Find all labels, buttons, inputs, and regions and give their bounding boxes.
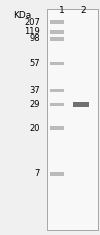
Text: 29: 29 [30,100,40,109]
Text: 7: 7 [35,169,40,178]
Text: 1: 1 [59,6,65,15]
Bar [50,172,64,176]
Bar [72,102,88,107]
Bar [50,62,64,65]
Text: 37: 37 [29,86,40,95]
Text: 207: 207 [24,18,40,27]
Text: 2: 2 [80,6,86,15]
Bar [47,9,98,230]
Text: 98: 98 [29,34,40,43]
Text: 119: 119 [24,27,40,36]
Bar [50,126,64,130]
Bar [50,37,64,41]
Bar [50,103,64,106]
Text: 20: 20 [30,124,40,133]
Bar [50,20,64,24]
Text: KDa: KDa [13,11,31,20]
Text: 57: 57 [29,59,40,68]
Bar [50,89,64,92]
Bar [50,30,64,34]
